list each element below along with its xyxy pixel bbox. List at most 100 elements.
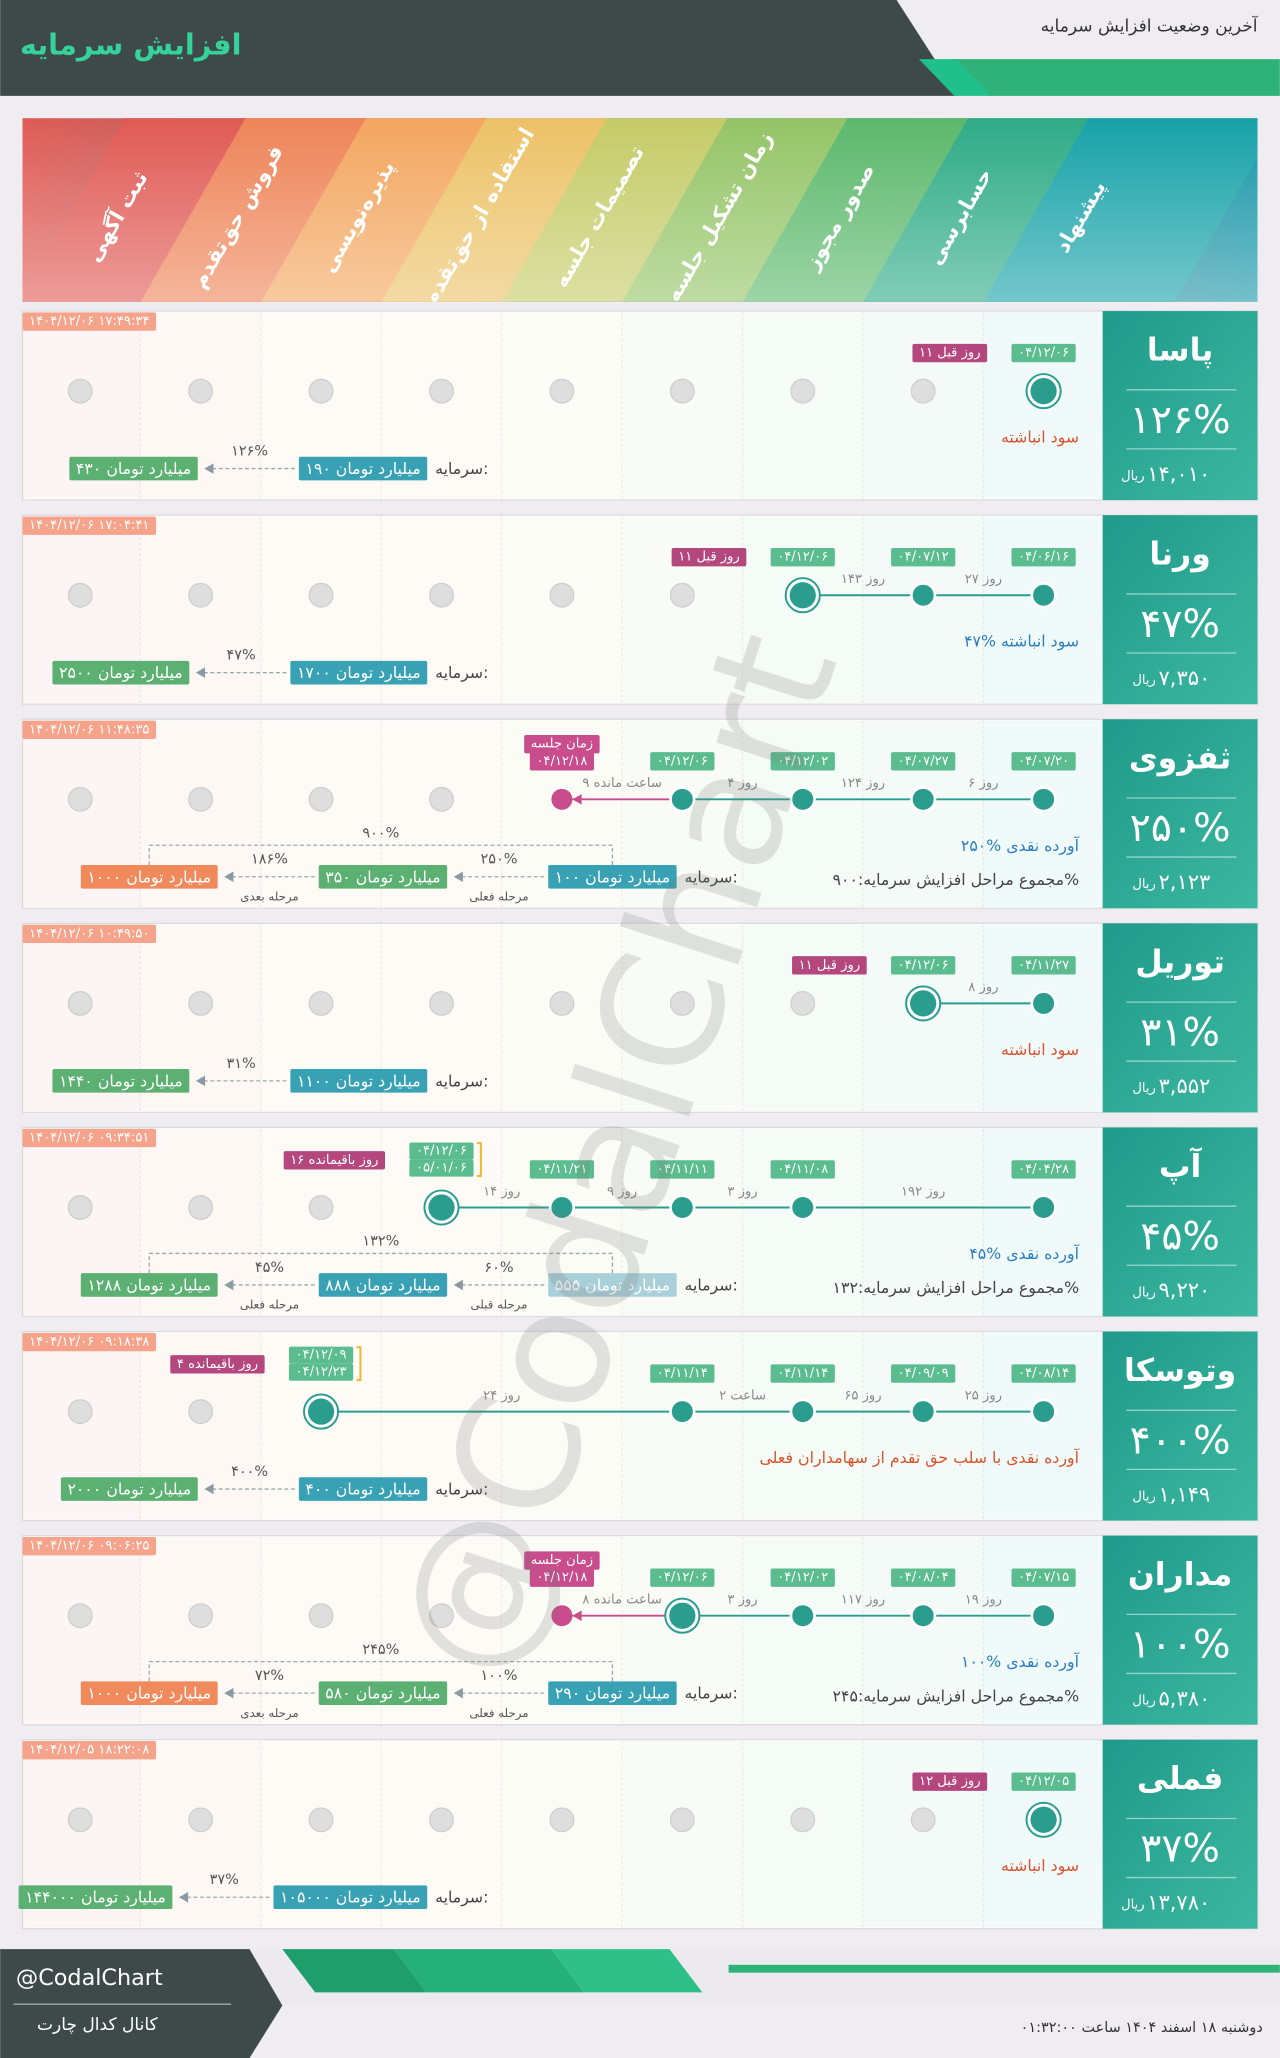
capital-label: سرمایه:: [435, 1888, 488, 1908]
capital-arrowhead: [204, 463, 214, 474]
capital-arrowhead: [224, 871, 234, 882]
stage-dot: [308, 1807, 334, 1833]
date-bracket: [356, 1346, 362, 1382]
stage-date-box: [650, 1160, 715, 1179]
stage-dot: [549, 378, 575, 404]
stage-dot: [669, 990, 695, 1016]
gap-label: ۳ روز: [727, 1592, 757, 1607]
header-title: افزایش سرمایه: [20, 28, 242, 62]
stage-dot: [669, 1194, 696, 1221]
meeting-label: زمان جلسه: [531, 737, 593, 752]
company-percent: ۳۷%: [1140, 1826, 1220, 1872]
stage-date: ۰۴/۱۲/۰۶: [657, 754, 708, 769]
capital-label: سرمایه:: [435, 1480, 488, 1500]
stage-column: [501, 924, 623, 1112]
stage-dot: [549, 582, 575, 608]
stage-badge-box: [283, 1151, 386, 1170]
row-note: سود انباشته: [1001, 1856, 1079, 1876]
stage-dot: [910, 1602, 937, 1629]
company-currency: ریال: [1121, 1898, 1145, 1913]
capital-label: سرمایه:: [435, 1071, 488, 1091]
capital-box: ۸۸۸ میلیارد تومان: [325, 1275, 440, 1295]
stage-column: [621, 516, 743, 703]
company-currency: ریال: [1132, 673, 1156, 688]
stage-dot: [307, 1398, 335, 1425]
stage-column: [501, 312, 623, 499]
capital-rate: ۲۵۰%: [481, 852, 518, 868]
stage-column: [862, 1332, 984, 1520]
stage-column: [621, 1332, 743, 1520]
gap-label: ۲۵ روز: [965, 1388, 1002, 1403]
company-percent: ۱۰۰%: [1130, 1622, 1231, 1668]
capital-rate: ۱۲۶%: [231, 444, 268, 460]
company-currency: ریال: [1121, 469, 1145, 484]
capital-box: ۴۰۰ میلیارد تومان: [305, 1480, 420, 1500]
stage-dot: [549, 990, 575, 1016]
stage-column: [501, 1332, 623, 1520]
stage-dot: [308, 990, 334, 1016]
stage-date: ۰۴/۱۱/۱۴: [777, 1366, 828, 1381]
stage-date: ۰۴/۰۶/۱۶: [1018, 550, 1069, 565]
stage-column: [742, 1128, 864, 1316]
stage-badge: ۱۱ روز قبل: [919, 346, 981, 361]
stage-date-box: [891, 956, 956, 975]
capital-box: ۱۴۴۰۰۰ میلیارد تومان: [25, 1888, 166, 1908]
stage-date-box: [891, 752, 956, 771]
stage-date: ۰۴/۱۲/۰۶: [777, 550, 828, 565]
company-name: پاسا: [1147, 332, 1213, 368]
row-note: ۴۵% آورده نقدی: [969, 1244, 1079, 1264]
capital-caption: مرحله فعلی: [240, 1298, 299, 1313]
company-currency: ریال: [1132, 1489, 1156, 1504]
company-currency: ریال: [1132, 1694, 1156, 1709]
company-price: ۳,۵۵۲: [1158, 1074, 1210, 1098]
row-note: ۲۵۰% آورده نقدی: [961, 836, 1080, 856]
stage-dot: [67, 1603, 93, 1629]
stage-dot: [910, 990, 937, 1017]
footer-band: [0, 1949, 1280, 2058]
header-bar: [0, 0, 959, 96]
capital-rate: ۴۷%: [227, 648, 256, 664]
row-timestamp: ۱۴۰۴/۱۲/۰۶ ۱۷:۴۹:۳۴: [29, 314, 149, 329]
row-summary: مجموع مراحل افزایش سرمایه:۱۳۲%: [833, 1278, 1080, 1298]
capital-box-box: [52, 1069, 190, 1093]
capital-total: ۹۰۰%: [362, 825, 399, 841]
company-panel: [1102, 1535, 1258, 1725]
stage-date: ۰۴/۱۲/۰۶: [657, 1570, 708, 1585]
stage-dot: [1030, 786, 1057, 813]
stage-dot: [789, 1398, 816, 1425]
row-timestamp-box: [22, 1536, 157, 1556]
stage-dot: [910, 1807, 936, 1833]
capital-box: ۲۰۰۰ میلیارد تومان: [67, 1480, 191, 1500]
row-timestamp: ۱۴۰۴/۱۲/۰۶ ۰۹:۳۴:۵۱: [29, 1130, 149, 1145]
gap-label: ۳ روز: [727, 1184, 757, 1199]
stage-dot: [67, 378, 93, 404]
company-price: ۹,۲۲۰: [1158, 1278, 1210, 1302]
stage-badge-box: [912, 1772, 988, 1791]
company-percent: ۴۵%: [1140, 1213, 1220, 1259]
gap-label: ۱۲۴ روز: [841, 776, 885, 791]
stage-column: [742, 720, 864, 907]
timeline-arrow: [572, 1610, 582, 1621]
capital-box: ۵۵۵ میلیارد تومان: [555, 1275, 670, 1295]
rows: ۱۴۰۴/۱۲/۰۶ ۱۷:۴۹:۳۴پاسا۱۲۶%۱۴,۰۱۰ریال۰۴/…: [18, 310, 1259, 1930]
stage-dot: [67, 990, 93, 1016]
stage-dot: [789, 786, 816, 813]
stage-column: [983, 1536, 1103, 1724]
gap-label: ۱۴ روز: [483, 1184, 520, 1199]
stage-dot: [548, 1194, 576, 1221]
timeline-arrow: [572, 794, 582, 805]
stage-date-box: [409, 1142, 474, 1160]
capital-box: ۱۰۵۰۰۰ میلیارد تومان: [280, 1888, 421, 1908]
stage-dot: [428, 1194, 455, 1221]
stage-dot: [789, 1602, 816, 1629]
gap-label: ۶۵ روز: [844, 1388, 881, 1403]
row-timestamp-box: [22, 312, 157, 331]
company-name: ثفزوی: [1129, 741, 1232, 777]
capital-box: ۱۹۰ میلیارد تومان: [305, 459, 420, 479]
capital-box: ۵۸۰ میلیارد تومان: [325, 1684, 440, 1704]
capital-box-box: [548, 1273, 677, 1297]
capital-box: ۲۵۰۰ میلیارد تومان: [59, 663, 183, 683]
stage-dot: [1030, 582, 1057, 609]
capital-box: ۱۴۴۰ میلیارد تومان: [59, 1071, 183, 1091]
